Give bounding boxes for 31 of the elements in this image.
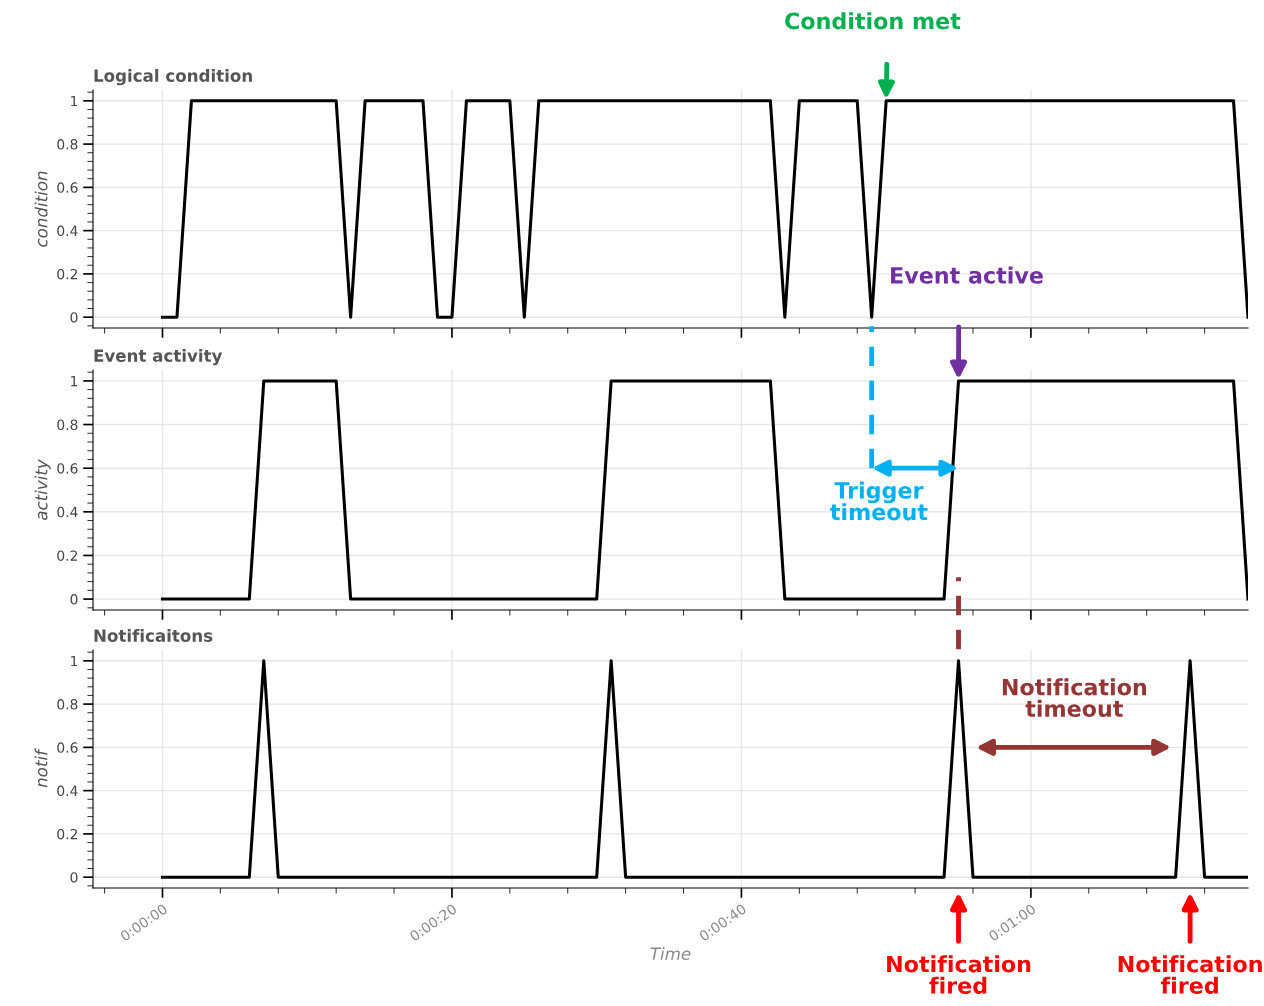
y-tick-label: 0.6	[57, 182, 78, 193]
chart-title: Event activity	[94, 349, 223, 366]
y-tick-label: 0.6	[57, 742, 78, 753]
text: Notification fired	[887, 955, 1031, 994]
annotation: Event active	[891, 266, 1043, 284]
y-tick-label: 0.2	[57, 828, 78, 840]
y-tick-label: 0	[70, 872, 78, 883]
y-tick-label: 0	[70, 312, 78, 323]
y-tick-label: 0.2	[57, 268, 78, 280]
y-tick-label: 0.8	[57, 419, 78, 431]
x-axis-title: Time	[650, 947, 691, 960]
text: Notification fired	[1118, 955, 1262, 994]
y-tick-label: 1	[71, 376, 78, 387]
y-tick-label: 1	[71, 95, 78, 107]
y-tick-label: 0	[70, 594, 78, 605]
y-tick-label: 0.4	[57, 225, 78, 237]
chart-title: Notificaitons	[94, 629, 213, 642]
y-axis-title: notif	[34, 748, 48, 788]
chart-title: Logical condition	[94, 69, 252, 86]
y-axis-title: activity	[34, 459, 51, 521]
y-tick-label: 1	[71, 655, 78, 667]
y-axis-title: condition	[34, 171, 48, 247]
y-tick-label: 0.8	[57, 699, 78, 710]
text: Condition met	[785, 12, 961, 30]
annotation: Trigger timeout	[830, 481, 928, 521]
annotation: Notification timeout	[1002, 678, 1147, 717]
y-tick-label: 0.2	[57, 550, 78, 561]
y-tick-label: 0.4	[57, 506, 78, 518]
y-tick-label: 0.4	[57, 785, 78, 797]
y-tick-label: 0.6	[57, 463, 78, 474]
y-tick-label: 0.8	[57, 139, 78, 150]
